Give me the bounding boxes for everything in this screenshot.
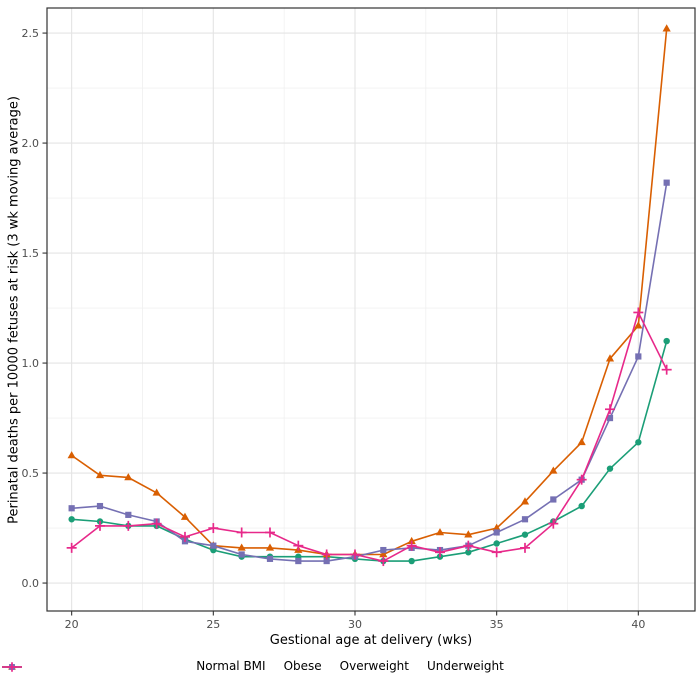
marker-circle [465, 549, 472, 556]
y-tick-label: 2.0 [22, 137, 40, 150]
legend-label: Normal BMI [196, 659, 266, 673]
x-tick-label: 40 [631, 618, 645, 631]
marker-triangle [577, 437, 586, 446]
legend-item-obese: Obese [2, 659, 322, 673]
x-tick-label: 25 [206, 618, 220, 631]
marker-square [266, 555, 274, 562]
marker-triangle [95, 470, 105, 479]
marker-square [68, 505, 75, 512]
marker-plus [406, 540, 417, 551]
marker-square [635, 353, 642, 360]
marker-triangle [549, 466, 558, 474]
marker-triangle [634, 321, 643, 329]
marker-square [210, 542, 217, 549]
marker-triangle [124, 473, 133, 481]
marker-plus [633, 307, 644, 318]
marker-square [493, 529, 500, 536]
y-tick-label: 2.5 [22, 27, 40, 40]
y-tick-label: 0.5 [22, 467, 40, 480]
marker-circle [578, 502, 585, 510]
marker-square [663, 179, 670, 186]
legend-item-overweight: Overweight [2, 659, 409, 673]
legend-label: Overweight [339, 659, 409, 673]
marker-plus [151, 518, 162, 529]
panel-border [46, 7, 696, 612]
marker-circle [68, 516, 75, 523]
x-axis-title: Gestional age at delivery (wks) [269, 633, 473, 648]
marker-square [380, 546, 387, 554]
marker-plus [349, 549, 360, 560]
legend: Normal BMI Obese Overweight Underweight [0, 659, 700, 673]
marker-circle [493, 540, 500, 547]
series-line-obese [71, 28, 668, 556]
series-obese [67, 24, 671, 558]
marker-plus [378, 556, 389, 567]
y-tick-label: 1.0 [22, 357, 40, 370]
marker-square [125, 511, 132, 518]
marker-square [521, 516, 529, 523]
marker-triangle [407, 536, 416, 545]
marker-plus [66, 542, 77, 553]
marker-plus [548, 518, 559, 529]
marker-triangle [67, 451, 76, 459]
marker-plus [7, 662, 17, 672]
series-line-underweight [71, 311, 668, 562]
series-line-normal-bmi [71, 340, 668, 562]
marker-circle [663, 337, 670, 345]
legend-label: Obese [283, 659, 322, 673]
marker-plus [123, 520, 134, 531]
series-underweight [66, 307, 672, 567]
marker-triangle [152, 488, 161, 496]
marker-triangle [464, 530, 473, 538]
legend-label: Underweight [427, 659, 504, 673]
marker-square [550, 496, 557, 503]
marker-square [96, 502, 104, 510]
marker-triangle [662, 24, 671, 32]
marker-triangle [492, 523, 501, 531]
x-tick-label: 20 [65, 618, 79, 631]
marker-plus [463, 540, 474, 551]
marker-triangle [237, 543, 246, 551]
marker-square [295, 557, 302, 565]
series-line-overweight [71, 182, 668, 562]
marker-triangle [379, 550, 388, 558]
marker-plus [434, 547, 445, 558]
marker-plus [179, 531, 190, 542]
y-tick-label: 0.0 [22, 577, 40, 590]
plot-panel [47, 8, 695, 611]
chart-svg: 20 25 30 35 40 0.0 0.5 1.0 1.5 2.0 2.5 [22, 7, 696, 631]
marker-plus [293, 540, 304, 551]
marker-plus [321, 549, 332, 560]
marker-circle [606, 465, 614, 472]
marker-triangle [265, 543, 275, 551]
marker-plus [208, 523, 219, 534]
marker-plus [519, 542, 530, 553]
marker-plus [264, 527, 275, 538]
legend-item-underweight: Underweight [2, 659, 504, 673]
marker-plus [491, 547, 502, 558]
x-tick-label: 35 [490, 618, 504, 631]
y-axis-title: Perinatal deaths per 10000 fetuses at ri… [6, 96, 22, 524]
series-overweight [68, 179, 670, 565]
marker-square [238, 551, 245, 558]
marker-square [323, 557, 330, 565]
y-tick-label: 1.5 [22, 247, 40, 260]
marker-plus [236, 527, 247, 538]
marker-plus [604, 404, 615, 415]
marker-circle [635, 439, 642, 446]
marker-triangle [435, 528, 445, 536]
marker-plus [576, 474, 587, 485]
marker-plus [661, 364, 672, 375]
marker-triangle [605, 354, 615, 362]
marker-square [606, 414, 614, 422]
legend-item-normal-bmi: Normal BMI [2, 659, 266, 673]
marker-circle [521, 531, 529, 538]
legend-key-plus-icon [2, 662, 22, 672]
marker-circle [408, 557, 415, 565]
x-tick-label: 30 [348, 618, 362, 631]
marker-triangle [180, 512, 190, 520]
marker-triangle [520, 497, 530, 505]
marker-plus [94, 520, 105, 531]
